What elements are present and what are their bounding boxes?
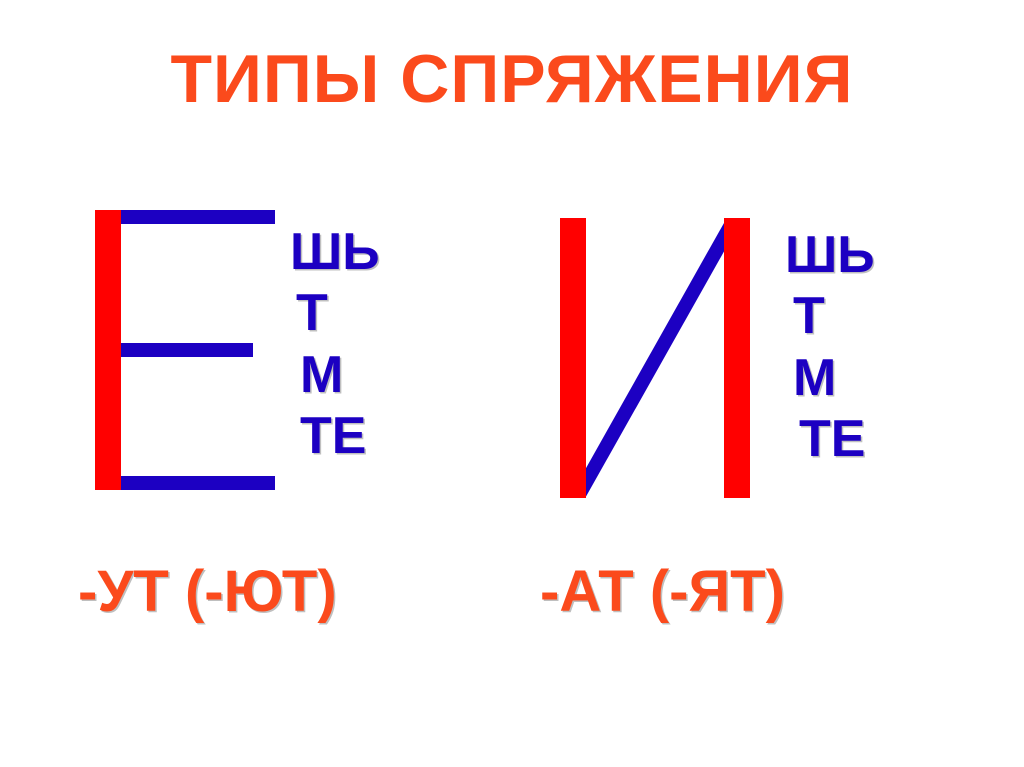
slide: ТИПЫ СПРЯЖЕНИЯ ШЬ Т М ТЕ -УТ (-ЮТ) ШЬ Т … [0,0,1024,767]
right-bottom-ending: -АТ (-ЯТ) [540,558,785,625]
ending-item: ТЕ [290,406,380,467]
left-endings: ШЬ Т М ТЕ [290,222,380,467]
ending-item: М [785,348,875,409]
ending-item: ШЬ [290,222,380,283]
ending-item: М [290,345,380,406]
ending-item: ТЕ [785,409,875,470]
ending-item: Т [290,283,380,344]
big-letter-i [560,218,750,498]
ending-item: ШЬ [785,225,875,286]
right-endings: ШЬ Т М ТЕ [785,225,875,470]
left-bottom-ending: -УТ (-ЮТ) [78,558,337,625]
big-letter-e [95,210,275,490]
ending-item: Т [785,286,875,347]
page-title: ТИПЫ СПРЯЖЕНИЯ [0,40,1024,118]
